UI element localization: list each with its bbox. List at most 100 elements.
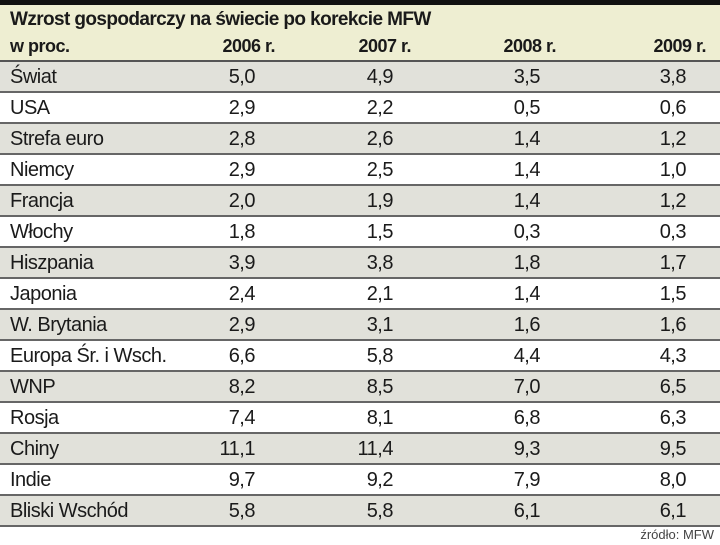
table-cell: 3,8 bbox=[659, 66, 687, 88]
table-row: WNP 8,2 8,5 7,0 6,5 bbox=[0, 372, 720, 403]
table-row: USA 2,9 2,2 0,5 0,6 bbox=[0, 93, 720, 124]
table-cell: 9,2 bbox=[366, 469, 394, 491]
table-cell: 1,4 bbox=[513, 190, 541, 212]
table-cell: 3,5 bbox=[513, 66, 541, 88]
table-cell: 6,6 bbox=[228, 345, 256, 367]
row-label: Europa Śr. i Wsch. bbox=[10, 345, 167, 367]
row-label: Hiszpania bbox=[10, 252, 94, 274]
row-label: Strefa euro bbox=[10, 128, 104, 150]
table-cell: 8,2 bbox=[228, 376, 256, 398]
table-body: Świat 5,0 4,9 3,5 3,8 USA 2,9 2,2 0,5 0,6 Strefa e… bbox=[0, 62, 720, 527]
row-label: W. Brytania bbox=[10, 314, 107, 336]
table-cell: 2,9 bbox=[228, 314, 256, 336]
table-cell: 2,0 bbox=[228, 190, 256, 212]
top-rule bbox=[0, 0, 720, 5]
table-row: W. Brytania 2,9 3,1 1,6 1,6 bbox=[0, 310, 720, 341]
table-cell: 2,4 bbox=[228, 283, 256, 305]
table-cell: 0,3 bbox=[513, 221, 541, 243]
table-cell: 1,0 bbox=[659, 159, 687, 181]
table-row: Chiny 11,1 11,4 9,3 9,5 bbox=[0, 434, 720, 465]
table-cell: 1,6 bbox=[659, 314, 687, 336]
table-cell: 0,3 bbox=[659, 221, 687, 243]
row-label: USA bbox=[10, 97, 50, 119]
table-cell: 0,5 bbox=[513, 97, 541, 119]
row-label: Niemcy bbox=[10, 159, 74, 181]
table-header: Wzrost gospodarczy na świecie po korekci… bbox=[0, 5, 720, 62]
table-cell: 1,9 bbox=[366, 190, 394, 212]
table-cell: 5,8 bbox=[228, 500, 256, 522]
row-label: Chiny bbox=[10, 438, 59, 460]
table-cell: 2,8 bbox=[228, 128, 256, 150]
table-cell: 6,8 bbox=[513, 407, 541, 429]
table-row: Świat 5,0 4,9 3,5 3,8 bbox=[0, 62, 720, 93]
column-header: 2008 r. bbox=[503, 36, 556, 56]
row-label: Indie bbox=[10, 469, 51, 491]
row-label: Włochy bbox=[10, 221, 73, 243]
table-cell: 2,2 bbox=[366, 97, 394, 119]
table-cell: 5,8 bbox=[366, 345, 394, 367]
table-cell: 6,1 bbox=[659, 500, 687, 522]
table-cell: 1,4 bbox=[513, 283, 541, 305]
table-cell: 4,9 bbox=[366, 66, 394, 88]
row-label: Francja bbox=[10, 190, 74, 212]
table-cell: 1,5 bbox=[366, 221, 394, 243]
table-cell: 1,5 bbox=[659, 283, 687, 305]
row-label: Japonia bbox=[10, 283, 77, 305]
table-cell: 2,1 bbox=[366, 283, 394, 305]
source-note: źródło: MFW bbox=[640, 527, 714, 542]
table-row: Włochy 1,8 1,5 0,3 0,3 bbox=[0, 217, 720, 248]
table-cell: 2,9 bbox=[228, 159, 256, 181]
unit-label: w proc. bbox=[10, 36, 70, 56]
table-cell: 11,4 bbox=[357, 438, 394, 460]
table-cell: 6,3 bbox=[659, 407, 687, 429]
table-cell: 7,9 bbox=[513, 469, 541, 491]
table-title: Wzrost gospodarczy na świecie po korekci… bbox=[10, 9, 431, 30]
table-cell: 11,1 bbox=[219, 438, 256, 460]
table-cell: 3,8 bbox=[366, 252, 394, 274]
table-row: Francja 2,0 1,9 1,4 1,2 bbox=[0, 186, 720, 217]
row-label: Rosja bbox=[10, 407, 59, 429]
table-cell: 7,4 bbox=[228, 407, 256, 429]
table-cell: 5,0 bbox=[228, 66, 256, 88]
table-cell: 3,9 bbox=[228, 252, 256, 274]
table-cell: 1,2 bbox=[659, 190, 687, 212]
table-cell: 1,8 bbox=[513, 252, 541, 274]
table-row: Rosja 7,4 8,1 6,8 6,3 bbox=[0, 403, 720, 434]
column-header: 2009 r. bbox=[653, 36, 706, 56]
table-cell: 9,3 bbox=[513, 438, 541, 460]
row-label: Świat bbox=[10, 66, 57, 88]
table-cell: 2,6 bbox=[366, 128, 394, 150]
table-row: Strefa euro 2,8 2,6 1,4 1,2 bbox=[0, 124, 720, 155]
table-cell: 2,9 bbox=[228, 97, 256, 119]
table-cell: 2,5 bbox=[366, 159, 394, 181]
table-cell: 6,1 bbox=[513, 500, 541, 522]
table-cell: 8,5 bbox=[366, 376, 394, 398]
column-header: 2006 r. bbox=[222, 36, 275, 56]
table-cell: 9,5 bbox=[659, 438, 687, 460]
table-cell: 1,4 bbox=[513, 128, 541, 150]
table-row: Bliski Wschód 5,8 5,8 6,1 6,1 bbox=[0, 496, 720, 527]
table-cell: 4,4 bbox=[513, 345, 541, 367]
table-cell: 1,4 bbox=[513, 159, 541, 181]
table-cell: 4,3 bbox=[659, 345, 687, 367]
table-cell: 6,5 bbox=[659, 376, 687, 398]
table-cell: 8,0 bbox=[659, 469, 687, 491]
table-row: Indie 9,7 9,2 7,9 8,0 bbox=[0, 465, 720, 496]
table-row: Japonia 2,4 2,1 1,4 1,5 bbox=[0, 279, 720, 310]
table-cell: 8,1 bbox=[366, 407, 394, 429]
table-cell: 5,8 bbox=[366, 500, 394, 522]
table-cell: 1,7 bbox=[659, 252, 687, 274]
table-cell: 1,2 bbox=[659, 128, 687, 150]
column-header: 2007 r. bbox=[358, 36, 411, 56]
table-cell: 1,6 bbox=[513, 314, 541, 336]
table-row: Niemcy 2,9 2,5 1,4 1,0 bbox=[0, 155, 720, 186]
table-cell: 3,1 bbox=[366, 314, 394, 336]
row-label: Bliski Wschód bbox=[10, 500, 128, 522]
table-cell: 1,8 bbox=[228, 221, 256, 243]
row-label: WNP bbox=[10, 376, 56, 398]
table-cell: 9,7 bbox=[228, 469, 256, 491]
table-cell: 0,6 bbox=[659, 97, 687, 119]
table-row: Europa Śr. i Wsch. 6,6 5,8 4,4 4,3 bbox=[0, 341, 720, 372]
table-row: Hiszpania 3,9 3,8 1,8 1,7 bbox=[0, 248, 720, 279]
table-cell: 7,0 bbox=[513, 376, 541, 398]
